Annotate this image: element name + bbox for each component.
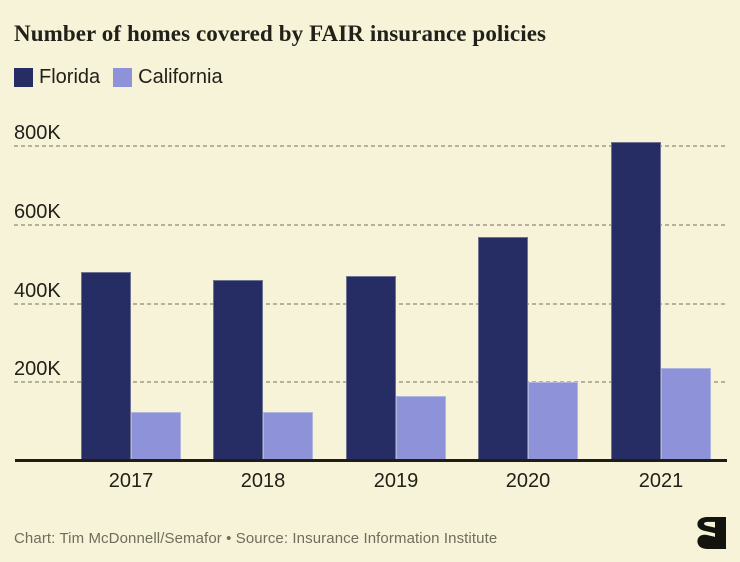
bar-california-2021	[661, 368, 711, 461]
bar-california-2019	[396, 396, 446, 461]
chart-title: Number of homes covered by FAIR insuranc…	[14, 21, 547, 46]
x-tick-label-2017: 2017	[108, 470, 154, 492]
x-tick-label-2018: 2018	[240, 470, 286, 492]
bar-california-2020	[528, 382, 578, 461]
semafor-logo-glyph	[697, 517, 726, 549]
y-tick-label-200k: 200K	[14, 358, 61, 380]
legend-label-florida: Florida	[39, 66, 101, 88]
legend-item-florida: Florida	[14, 66, 100, 89]
x-axis-line	[15, 459, 727, 462]
bar-california-2018	[263, 412, 313, 461]
legend-swatch-california	[113, 68, 133, 87]
x-tick-label-2019: 2019	[373, 470, 419, 492]
x-tick-label-2021: 2021	[638, 470, 684, 492]
bar-florida-2021	[611, 142, 661, 461]
legend-label-california: California	[138, 66, 223, 88]
x-tick-label-2020: 2020	[505, 470, 551, 492]
y-tick-label-800k: 800K	[14, 122, 61, 144]
bar-florida-2018	[213, 280, 263, 461]
bar-florida-2017	[81, 272, 131, 461]
gridline-600k	[14, 224, 726, 226]
legend-item-california: California	[113, 66, 223, 89]
attribution-text: Chart: Tim McDonnell/Semafor • Source: I…	[14, 530, 498, 547]
y-tick-label-400k: 400K	[14, 280, 61, 302]
chart-legend: Florida California	[14, 66, 223, 89]
bar-california-2017	[131, 412, 181, 461]
y-tick-label-600k: 600K	[14, 201, 61, 223]
bar-florida-2019	[346, 276, 396, 461]
bar-florida-2020	[478, 237, 528, 461]
gridline-800k	[14, 145, 726, 147]
semafor-logo	[696, 516, 726, 550]
legend-swatch-florida	[14, 68, 33, 87]
